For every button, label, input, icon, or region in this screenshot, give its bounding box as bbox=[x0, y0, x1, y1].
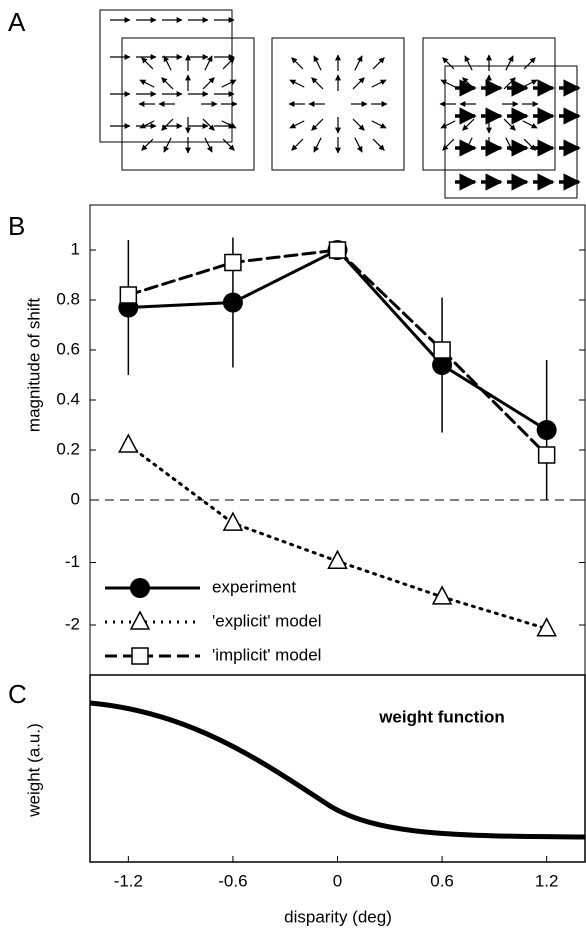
legend-label: experiment bbox=[212, 577, 296, 596]
flow-arrow bbox=[442, 138, 455, 151]
x-tick-label: 1.2 bbox=[535, 871, 559, 890]
flow-arrow bbox=[505, 55, 514, 71]
flow-arrow bbox=[372, 138, 385, 151]
flow-arrow bbox=[371, 79, 387, 88]
data-point bbox=[327, 549, 348, 569]
legend-label: 'explicit' model bbox=[212, 611, 321, 630]
y-tick-label: 0.4 bbox=[56, 389, 80, 408]
flow-arrow bbox=[523, 57, 536, 70]
flow-arrow bbox=[372, 57, 385, 70]
legend-label: 'implicit' model bbox=[212, 645, 321, 664]
data-point bbox=[433, 341, 451, 359]
flow-arrow bbox=[311, 118, 324, 131]
plot-frame bbox=[89, 204, 586, 676]
flow-arrow bbox=[522, 79, 538, 88]
flow-arrow bbox=[522, 120, 538, 129]
data-point bbox=[222, 292, 243, 313]
legend-marker bbox=[130, 578, 150, 598]
flow-arrow bbox=[505, 137, 514, 153]
flow-arrow bbox=[161, 77, 174, 90]
y-tick-label: 0.8 bbox=[56, 289, 80, 308]
weight-curve bbox=[89, 700, 586, 840]
data-point bbox=[328, 241, 347, 259]
x-tick-label: -0.6 bbox=[218, 871, 247, 890]
y-tick-label: 0 bbox=[71, 489, 80, 508]
y-tick-label: -1 bbox=[65, 552, 80, 571]
flow-arrow bbox=[464, 137, 473, 153]
panel-label: A bbox=[8, 7, 26, 37]
y-tick-label: 0.2 bbox=[56, 439, 80, 458]
flow-arrow bbox=[440, 120, 456, 129]
flow-box bbox=[121, 37, 255, 171]
data-point bbox=[432, 355, 453, 375]
y-axis-label: weight (a.u.) bbox=[24, 723, 43, 818]
flow-arrow bbox=[221, 120, 237, 129]
flow-arrow bbox=[222, 57, 235, 70]
y-tick-label: 1 bbox=[71, 239, 80, 258]
flow-arrow bbox=[503, 118, 516, 131]
flow-arrow bbox=[139, 79, 155, 88]
flow-arrow bbox=[202, 77, 215, 90]
y-tick-label: 0.6 bbox=[56, 339, 80, 358]
x-tick-label: -1.2 bbox=[114, 871, 143, 890]
data-point bbox=[222, 511, 244, 531]
flow-arrow bbox=[371, 120, 387, 129]
legend-marker bbox=[131, 647, 149, 665]
flow-arrow bbox=[204, 55, 213, 71]
x-tick-label: 0.6 bbox=[430, 871, 454, 890]
x-tick-label: 0 bbox=[333, 871, 342, 890]
flow-arrow bbox=[352, 118, 365, 131]
data-point bbox=[536, 420, 557, 440]
flow-box bbox=[444, 65, 578, 199]
flow-arrow bbox=[313, 55, 322, 71]
data-point bbox=[224, 253, 242, 272]
flow-arrow bbox=[291, 138, 304, 151]
flow-arrow bbox=[464, 55, 473, 71]
panel-label: C bbox=[8, 679, 27, 709]
data-point bbox=[119, 286, 138, 304]
flow-arrow bbox=[440, 79, 456, 88]
flow-box bbox=[271, 37, 405, 171]
flow-arrow bbox=[161, 118, 174, 131]
y-tick-label: -2 bbox=[65, 614, 80, 633]
panel-label: B bbox=[8, 211, 25, 241]
legend-marker bbox=[129, 610, 151, 630]
flow-arrow bbox=[222, 138, 235, 151]
flow-arrow bbox=[354, 55, 363, 71]
flow-arrow bbox=[221, 79, 237, 88]
y-axis-label: magnitude of shift bbox=[24, 298, 43, 432]
flow-arrow bbox=[141, 57, 154, 70]
annotation: weight function bbox=[378, 707, 505, 726]
flow-arrow bbox=[163, 137, 172, 153]
flow-arrow bbox=[202, 118, 215, 131]
flow-arrow bbox=[313, 137, 322, 153]
flow-arrow bbox=[139, 120, 155, 129]
data-point bbox=[118, 433, 139, 453]
flow-diagram bbox=[99, 9, 581, 199]
x-axis-label: disparity (deg) bbox=[284, 907, 392, 926]
flow-arrow bbox=[289, 79, 305, 88]
series-line bbox=[126, 443, 549, 631]
flow-arrow bbox=[141, 138, 154, 151]
flow-arrow bbox=[311, 77, 324, 90]
flow-arrow bbox=[442, 57, 455, 70]
flow-arrow bbox=[289, 120, 305, 129]
flow-arrow bbox=[291, 57, 304, 70]
flow-arrow bbox=[354, 137, 363, 153]
flow-arrow bbox=[163, 55, 172, 71]
flow-arrow bbox=[204, 137, 213, 153]
data-point bbox=[537, 446, 556, 464]
flow-box bbox=[422, 37, 556, 171]
data-point bbox=[431, 585, 453, 605]
flow-arrow bbox=[462, 118, 475, 131]
data-point bbox=[536, 617, 557, 637]
flow-arrow bbox=[352, 77, 365, 90]
series-line bbox=[126, 248, 549, 457]
flow-box bbox=[99, 9, 233, 143]
